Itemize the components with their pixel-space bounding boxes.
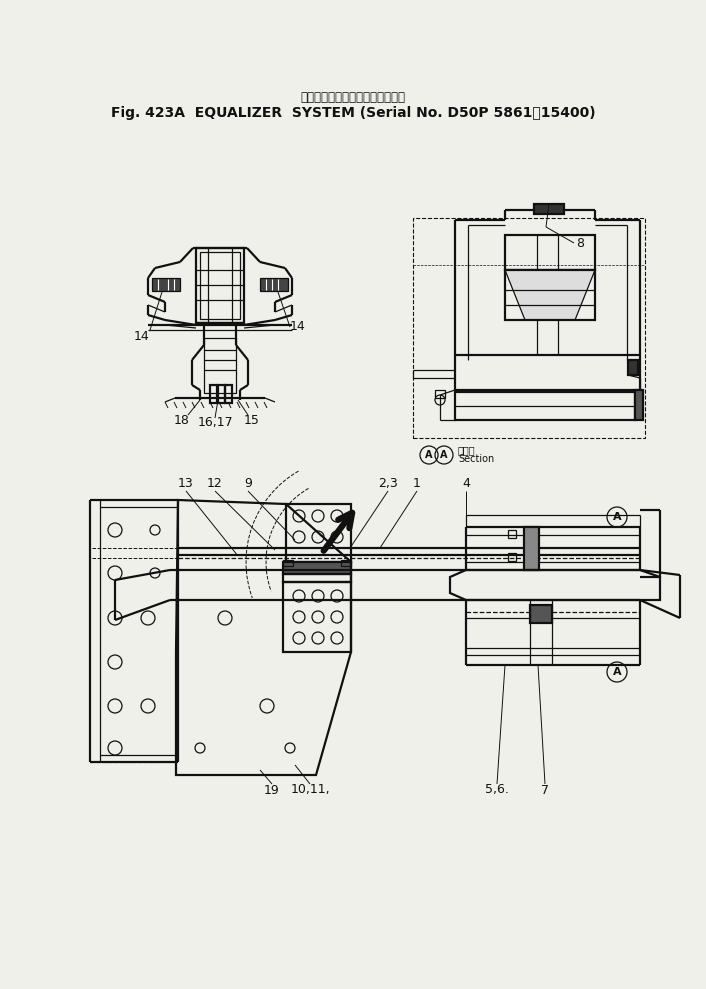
Text: 7: 7 <box>541 783 549 796</box>
Text: 15: 15 <box>244 413 260 426</box>
Polygon shape <box>505 270 595 320</box>
Bar <box>218 385 225 403</box>
Bar <box>200 252 240 319</box>
Text: 4: 4 <box>462 477 470 490</box>
Text: イコライザ　システム　適用号機: イコライザ システム 適用号機 <box>301 91 405 104</box>
Bar <box>286 504 351 562</box>
Bar <box>196 248 244 323</box>
Bar <box>505 235 595 270</box>
Bar <box>283 560 293 566</box>
Text: 2,3: 2,3 <box>378 477 398 490</box>
Text: 10,11,: 10,11, <box>290 783 330 796</box>
Text: 19: 19 <box>264 783 280 796</box>
Text: 1: 1 <box>413 477 421 490</box>
Text: 14: 14 <box>134 329 150 342</box>
Bar <box>283 562 351 574</box>
Bar <box>341 560 351 566</box>
Bar <box>283 574 351 582</box>
Text: 12: 12 <box>207 477 223 490</box>
Bar <box>628 360 638 375</box>
Text: 14: 14 <box>290 319 306 332</box>
Bar <box>283 582 351 652</box>
Text: A: A <box>425 450 433 460</box>
Text: Section: Section <box>458 454 494 464</box>
Bar <box>508 530 516 538</box>
Bar <box>210 385 217 403</box>
Text: 断　面: 断 面 <box>458 445 476 455</box>
Text: 9: 9 <box>244 477 252 490</box>
Bar <box>204 338 236 393</box>
Bar <box>455 392 635 420</box>
Bar <box>534 204 564 214</box>
Text: 18: 18 <box>174 413 190 426</box>
Bar <box>435 390 445 398</box>
Bar <box>260 278 288 291</box>
Text: A: A <box>441 450 448 460</box>
Bar <box>635 390 643 420</box>
Text: 13: 13 <box>178 477 194 490</box>
Text: A: A <box>613 667 621 677</box>
Text: 8: 8 <box>576 236 584 249</box>
Text: A: A <box>613 512 621 522</box>
Bar <box>225 385 232 403</box>
Text: Fig. 423A  EQUALIZER  SYSTEM (Serial No. D50P 5861～15400): Fig. 423A EQUALIZER SYSTEM (Serial No. D… <box>111 106 595 120</box>
Bar <box>152 278 180 291</box>
Bar <box>505 270 595 320</box>
Text: 16,17: 16,17 <box>197 415 233 428</box>
Bar <box>508 553 516 561</box>
Text: 5,6.: 5,6. <box>485 783 509 796</box>
Bar <box>530 605 552 623</box>
Bar <box>524 527 539 570</box>
Bar <box>413 218 645 438</box>
